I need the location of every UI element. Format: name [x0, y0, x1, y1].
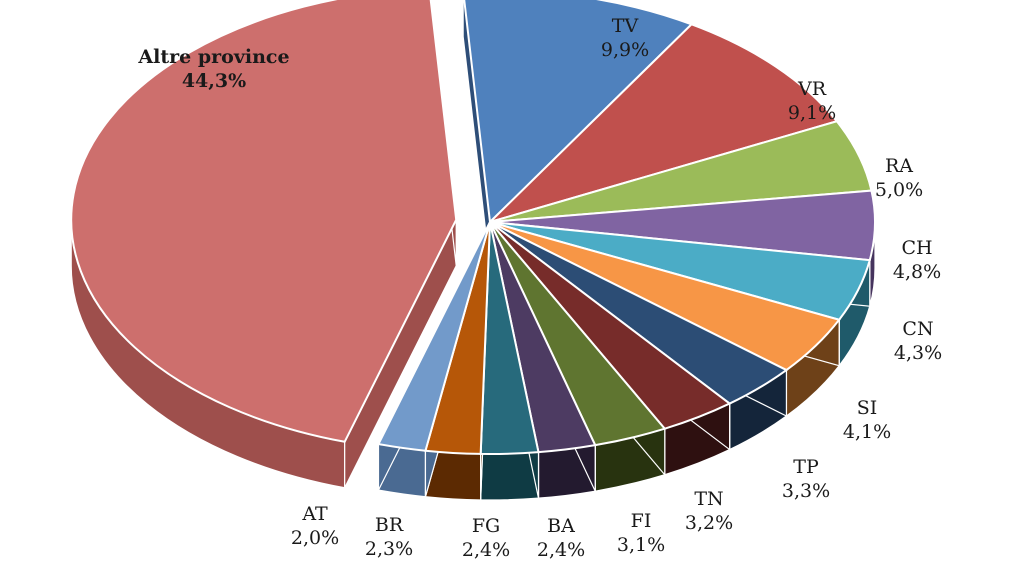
label-cn: CN 4,3% [894, 318, 942, 364]
label-value-at: 2,0% [291, 527, 339, 549]
label-value-tv: 9,9% [601, 39, 649, 61]
label-name-vr: VR [797, 78, 827, 100]
label-ba: BA 2,4% [537, 515, 585, 561]
label-fg: FG 2,4% [462, 515, 510, 561]
label-value-fg: 2,4% [462, 539, 510, 561]
label-tn: TN 3,2% [685, 488, 733, 534]
label-value-si: 4,1% [843, 421, 891, 443]
slice-altre-province [70, 0, 458, 443]
label-ra: RA 5,0% [875, 155, 923, 201]
label-fi: FI 3,1% [617, 510, 665, 556]
label-value-altre-province: 44,3% [182, 70, 246, 92]
label-value-ch: 4,8% [893, 261, 941, 283]
label-name-altre-province: Altre province [137, 46, 289, 68]
label-name-ra: RA [885, 155, 913, 177]
label-tp: TP 3,3% [782, 456, 830, 502]
label-name-tn: TN [694, 488, 723, 510]
slice-labels: TV 9,9%VR 9,1%RA 5,0%CH 4,8%CN 4,3%SI 4,1%TP 3,… [137, 15, 942, 561]
label-tv: TV 9,9% [601, 15, 649, 61]
label-value-ra: 5,0% [875, 179, 923, 201]
label-br: BR 2,3% [365, 514, 413, 560]
label-value-tp: 3,3% [782, 480, 830, 502]
label-name-fg: FG [472, 515, 500, 537]
label-name-at: AT [301, 503, 328, 525]
slice-vr [489, 23, 839, 223]
label-name-ch: CH [901, 237, 932, 259]
label-at: AT 2,0% [291, 503, 339, 549]
label-ch: CH 4,8% [893, 237, 941, 283]
slice-at [376, 221, 491, 452]
label-name-tp: TP [793, 456, 819, 478]
label-value-ba: 2,4% [537, 539, 585, 561]
label-name-ba: BA [547, 515, 575, 537]
pie-slices [70, 0, 876, 455]
label-name-cn: CN [902, 318, 933, 340]
label-name-fi: FI [631, 510, 652, 532]
label-vr: VR 9,1% [788, 78, 836, 124]
label-value-br: 2,3% [365, 538, 413, 560]
label-altre-province: Altre province 44,3% [137, 46, 289, 92]
label-value-vr: 9,1% [788, 102, 836, 124]
label-value-cn: 4,3% [894, 342, 942, 364]
slice-tv [463, 0, 694, 225]
label-value-tn: 3,2% [685, 512, 733, 534]
label-name-si: SI [857, 397, 878, 419]
label-value-fi: 3,1% [617, 534, 665, 556]
label-name-tv: TV [612, 15, 639, 37]
label-name-br: BR [375, 514, 404, 536]
label-si: SI 4,1% [843, 397, 891, 443]
